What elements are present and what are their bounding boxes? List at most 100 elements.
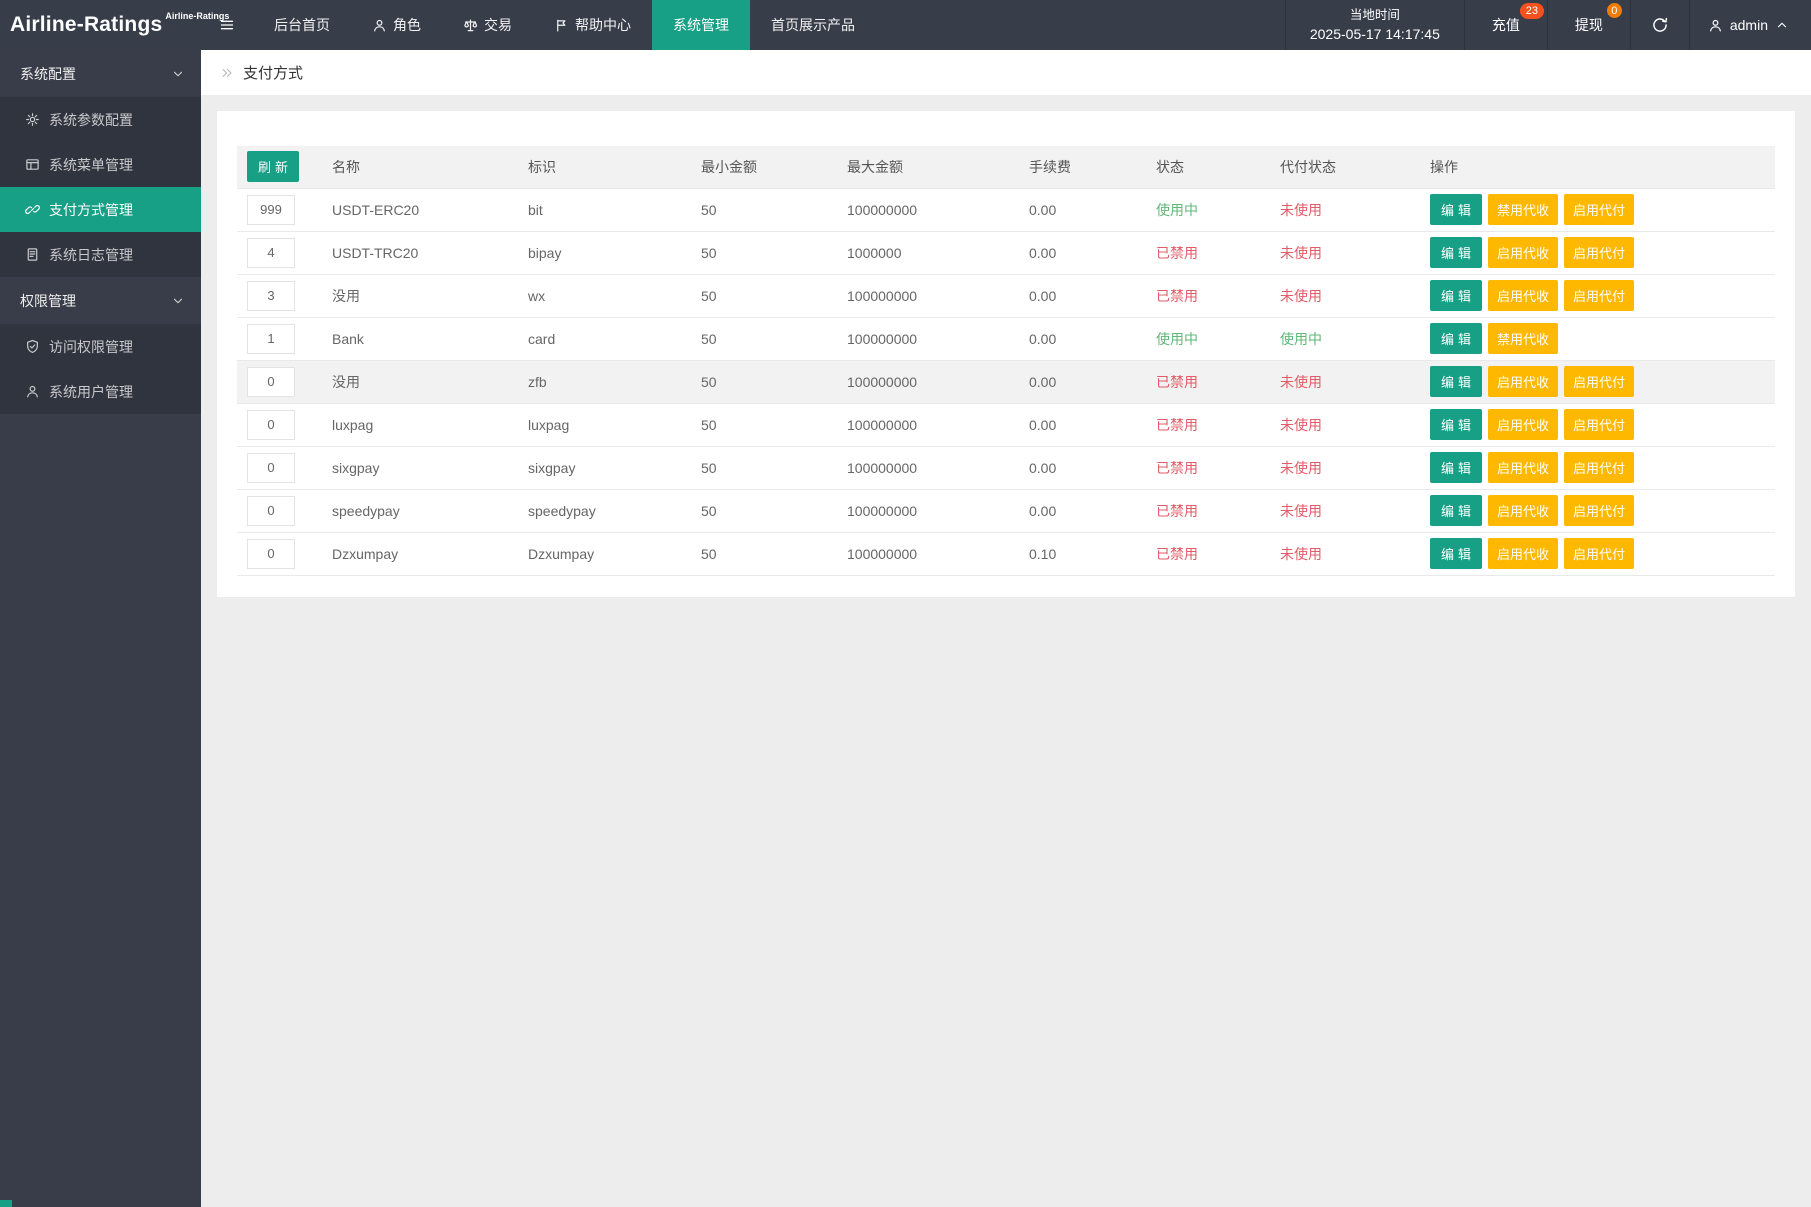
min-amount-cell: 50 — [691, 359, 837, 403]
edit-button[interactable]: 编辑 — [1430, 495, 1483, 526]
enable-collect-button[interactable]: 启用代收 — [1488, 452, 1559, 483]
enable-payout-button[interactable]: 启用代付 — [1564, 538, 1635, 569]
breadcrumb-arrow-icon — [220, 66, 234, 80]
name-cell: Dzxumpay — [322, 531, 518, 575]
max-amount-cell: 100000000 — [837, 359, 1019, 403]
enable-payout-button[interactable]: 启用代付 — [1564, 280, 1635, 311]
max-amount-cell: 1000000 — [837, 230, 1019, 274]
edit-button[interactable]: 编辑 — [1430, 237, 1483, 268]
topnav-item[interactable]: 角色 — [351, 0, 442, 50]
order-input[interactable] — [247, 280, 295, 311]
topnav-item-label: 后台首页 — [274, 17, 330, 33]
max-amount-cell: 100000000 — [837, 402, 1019, 446]
sidebar-group-header[interactable]: 系统配置 — [0, 50, 201, 97]
payout-status-text: 未使用 — [1280, 545, 1322, 562]
enable-payout-button[interactable]: 启用代付 — [1564, 194, 1635, 225]
enable-collect-button[interactable]: 启用代收 — [1488, 280, 1559, 311]
column-header: 最小金额 — [701, 158, 757, 175]
admin-name: admin — [1729, 17, 1768, 33]
edit-button[interactable]: 编辑 — [1430, 538, 1483, 569]
sidebar-item-label: 支付方式管理 — [49, 201, 133, 218]
edit-button[interactable]: 编辑 — [1430, 409, 1483, 440]
topbar: Airline-Ratings Airline-Ratings 后台首页 角色 交易… — [0, 0, 1811, 50]
sidebar-item-label: 系统参数配置 — [49, 111, 133, 128]
sidebar-item[interactable]: 系统菜单管理 — [0, 142, 201, 187]
sidebar-group-header[interactable]: 权限管理 — [0, 277, 201, 324]
order-input[interactable] — [247, 538, 295, 569]
enable-collect-button[interactable]: 启用代收 — [1488, 366, 1559, 397]
code-cell: sixgpay — [518, 445, 691, 489]
topnav-item-label: 帮助中心 — [575, 17, 631, 33]
enable-payout-button[interactable]: 启用代付 — [1564, 366, 1635, 397]
sidebar-item[interactable]: 系统参数配置 — [0, 97, 201, 142]
sidebar-item[interactable]: 系统用户管理 — [0, 369, 201, 414]
enable-collect-button[interactable]: 启用代收 — [1488, 495, 1559, 526]
sidebar-item-label: 系统日志管理 — [49, 246, 133, 263]
payout-status-text: 未使用 — [1280, 502, 1322, 519]
edit-button[interactable]: 编辑 — [1430, 194, 1483, 225]
table-row: luxpagluxpag501000000000.00已禁用未使用编辑启用代收启… — [237, 402, 1775, 446]
sidebar-item[interactable]: 支付方式管理 — [0, 187, 201, 232]
topnav-item-label: 角色 — [393, 17, 421, 33]
order-input[interactable] — [247, 366, 295, 397]
edit-button[interactable]: 编辑 — [1430, 280, 1483, 311]
withdraw-link[interactable]: 提现 0 — [1546, 0, 1630, 50]
edit-button[interactable]: 编辑 — [1430, 452, 1483, 483]
topnav-item[interactable]: 后台首页 — [253, 0, 351, 50]
enable-payout-button[interactable]: 启用代付 — [1564, 237, 1635, 268]
actions-cell: 编辑 启用代收 启用代付 — [1420, 445, 1775, 489]
admin-menu[interactable]: admin — [1688, 0, 1811, 50]
sidebar-item[interactable]: 系统日志管理 — [0, 232, 201, 277]
enable-payout-button[interactable]: 启用代付 — [1564, 495, 1635, 526]
topnav-item[interactable]: 首页展示产品 — [750, 0, 876, 50]
top-navigation: 后台首页 角色 交易 帮助中心 系统管理 首页展示产品 — [253, 0, 876, 50]
name-cell: 没用 — [322, 273, 518, 317]
topnav-item[interactable]: 帮助中心 — [533, 0, 652, 50]
order-input[interactable] — [247, 237, 295, 268]
page-refresh-button[interactable] — [1629, 0, 1689, 50]
flag-icon — [554, 18, 569, 33]
topnav-item[interactable]: 系统管理 — [652, 0, 750, 50]
order-input[interactable] — [247, 495, 295, 526]
fee-cell: 0.00 — [1019, 359, 1146, 403]
refresh-button[interactable]: 刷新 — [247, 151, 300, 183]
app-logo-text: Airline-Ratings — [10, 13, 163, 36]
fee-cell: 0.00 — [1019, 273, 1146, 317]
sidebar-item[interactable]: 访问权限管理 — [0, 324, 201, 369]
recharge-link[interactable]: 充值 23 — [1463, 0, 1547, 50]
min-amount-cell: 50 — [691, 230, 837, 274]
fee-cell: 0.00 — [1019, 402, 1146, 446]
order-input[interactable] — [247, 323, 295, 354]
enable-payout-button[interactable]: 启用代付 — [1564, 452, 1635, 483]
edit-button[interactable]: 编辑 — [1430, 323, 1483, 354]
sidebar-group-label: 系统配置 — [20, 65, 76, 82]
status-text: 使用中 — [1156, 201, 1198, 218]
name-cell: USDT-ERC20 — [322, 187, 518, 231]
recharge-badge: 23 — [1519, 3, 1544, 19]
withdraw-label: 提现 — [1574, 17, 1603, 33]
chevron-down-icon — [171, 67, 185, 81]
status-text: 已禁用 — [1156, 416, 1198, 433]
topnav-item-label: 系统管理 — [673, 17, 729, 33]
disable-collect-button[interactable]: 禁用代收 — [1488, 323, 1559, 354]
shield-icon — [25, 339, 40, 354]
enable-collect-button[interactable]: 启用代收 — [1488, 538, 1559, 569]
enable-collect-button[interactable]: 启用代收 — [1488, 409, 1559, 440]
order-input[interactable] — [247, 409, 295, 440]
topnav-item[interactable]: 交易 — [442, 0, 533, 50]
sidebar: 系统配置系统参数配置系统菜单管理支付方式管理 系统日志管理权限管理 访问权限管理系统… — [0, 50, 201, 1207]
scales-icon — [463, 18, 478, 33]
disable-collect-button[interactable]: 禁用代收 — [1488, 194, 1559, 225]
sidebar-toggle-button[interactable] — [201, 0, 253, 50]
order-input[interactable] — [247, 452, 295, 483]
actions-cell: 编辑 禁用代收 启用代付 — [1420, 187, 1775, 231]
code-cell: Dzxumpay — [518, 531, 691, 575]
edit-button[interactable]: 编辑 — [1430, 366, 1483, 397]
enable-collect-button[interactable]: 启用代收 — [1488, 237, 1559, 268]
sidebar-item-label: 系统用户管理 — [49, 383, 133, 400]
min-amount-cell: 50 — [691, 187, 837, 231]
enable-payout-button[interactable]: 启用代付 — [1564, 409, 1635, 440]
breadcrumb: 支付方式 — [201, 50, 1811, 95]
order-input[interactable] — [247, 194, 295, 225]
